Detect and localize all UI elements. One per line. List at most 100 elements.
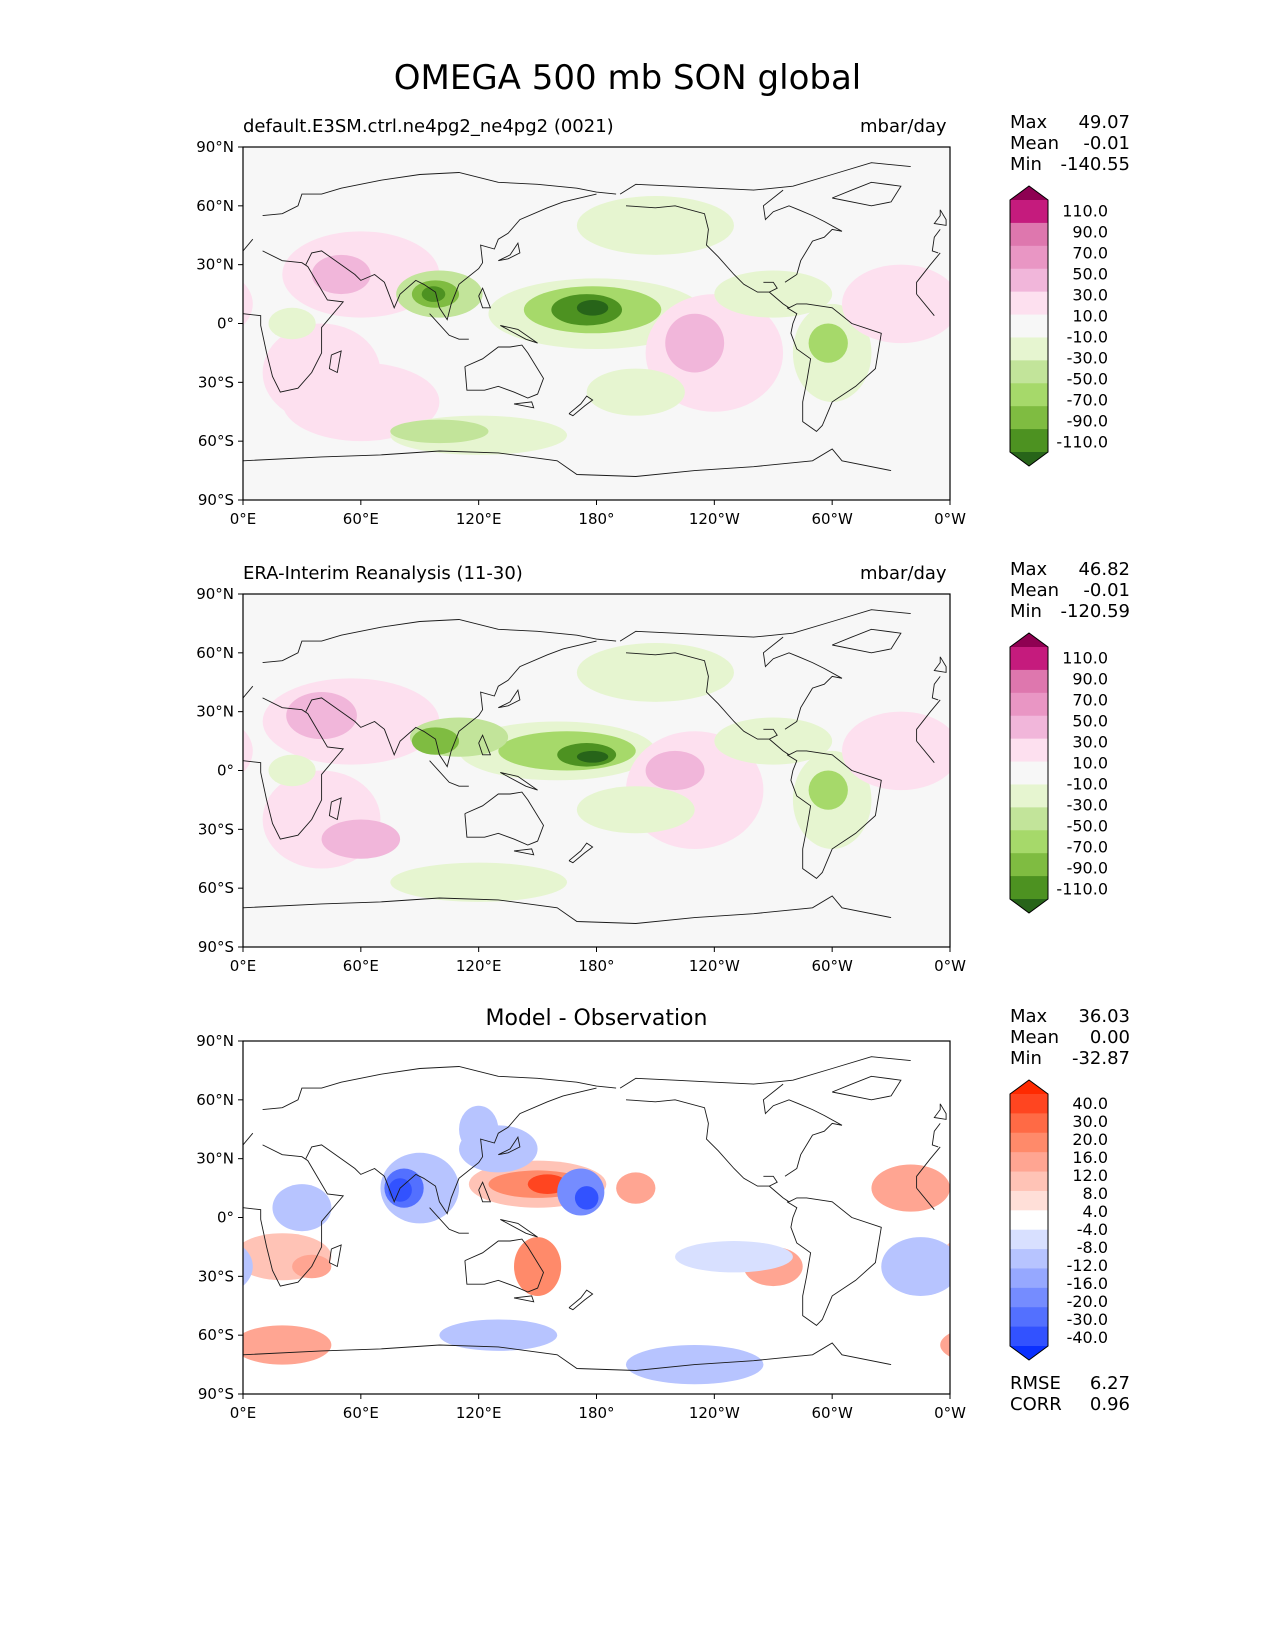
x-tick-label: 180° (578, 1404, 614, 1422)
coastline (500, 325, 538, 344)
colorbar-extend-top (1010, 186, 1048, 200)
colorbar-swatch (1010, 761, 1048, 785)
colorbar-swatch (1010, 1210, 1048, 1231)
colorbar-swatch (1010, 360, 1048, 384)
coastline (429, 313, 469, 340)
coastline (262, 619, 617, 664)
y-tick-label: 60°N (196, 197, 234, 215)
coastline (933, 656, 947, 673)
stat-mean-label: Mean (1010, 133, 1060, 154)
coastline (328, 797, 342, 821)
contour-region (272, 1184, 332, 1232)
stat-min-value: -32.87 (1071, 1048, 1130, 1069)
coastline (500, 1219, 538, 1238)
x-tick-label: 0°W (934, 510, 966, 528)
contour-region (576, 299, 609, 316)
x-tick-label: 0°E (230, 510, 257, 528)
colorbar-swatch (1010, 853, 1048, 877)
contour-region (527, 1174, 568, 1194)
coastline (243, 1342, 892, 1371)
colorbar-level-label: -110.0 (1056, 433, 1108, 452)
y-tick-label: 90°S (198, 491, 234, 509)
coastline (568, 1289, 594, 1311)
colorbar-level-label: 10.0 (1072, 307, 1108, 326)
stat-mean-label: Mean (1010, 1027, 1060, 1048)
contour-region (940, 1333, 950, 1357)
x-tick-label: 120°W (689, 957, 740, 975)
coastline (305, 1087, 597, 1215)
contour-region (576, 786, 695, 834)
contour-region (390, 862, 568, 902)
colorbar-swatch (1010, 1152, 1048, 1173)
colorbar-level-label: 4.0 (1083, 1202, 1108, 1221)
colorbar-level-label: -50.0 (1067, 817, 1108, 836)
coastline (478, 1181, 492, 1203)
contour-region (243, 1247, 253, 1286)
x-tick-label: 60°W (811, 510, 853, 528)
panel-units: mbar/day (860, 563, 947, 584)
coastline (243, 238, 254, 252)
colorbar-extend-bottom (1010, 1346, 1048, 1360)
x-tick-label: 60°E (343, 510, 379, 528)
colorbar-outline (1009, 632, 1049, 914)
contour-region (268, 307, 316, 340)
colorbar-swatch (1010, 876, 1048, 900)
colorbar-level-label: 110.0 (1062, 649, 1108, 668)
y-tick-label: 0° (217, 315, 234, 333)
x-tick-label: 120°W (689, 1404, 740, 1422)
colorbar-swatch (1010, 1326, 1048, 1347)
coastline (568, 842, 594, 864)
contour-region (439, 1319, 558, 1351)
contour-region (390, 419, 489, 444)
coastline (916, 1146, 941, 1189)
colorbar-swatch (1010, 314, 1048, 338)
x-tick-label: 0°W (934, 957, 966, 975)
colorbar-level-label: -70.0 (1067, 391, 1108, 410)
x-tick-label: 120°W (689, 510, 740, 528)
coastline (832, 1075, 902, 1101)
y-tick-label: 0° (217, 1209, 234, 1227)
coastline (916, 293, 935, 316)
coastline (933, 1103, 947, 1120)
colorbar-swatch (1010, 1132, 1048, 1153)
x-tick-label: 120°E (456, 1404, 502, 1422)
contour-region (243, 1325, 332, 1365)
stat-max-value: 49.07 (1078, 112, 1130, 133)
y-tick-label: 90°N (196, 585, 234, 603)
map-background (243, 1041, 950, 1394)
colorbar-swatch (1010, 647, 1048, 671)
colorbar-swatch (1010, 1190, 1048, 1211)
colorbar-swatch (1010, 429, 1048, 453)
coastline (916, 1187, 935, 1210)
coastline (464, 344, 544, 399)
stat-mean-value: -0.01 (1083, 133, 1130, 154)
x-tick-label: 0°E (230, 1404, 257, 1422)
colorbar-level-label: -16.0 (1067, 1274, 1108, 1293)
contour-region (842, 711, 950, 791)
contour-region (311, 254, 371, 295)
contour-region (459, 1105, 499, 1153)
stat-mean-value: 0.00 (1089, 1027, 1130, 1048)
panel-units: mbar/day (860, 116, 947, 137)
colorbar-level-label: 12.0 (1072, 1166, 1108, 1185)
map-plot: 0°E 60°E 120°E 180° 120°W 60°W 0°W 90°N 60°N 30°N… (196, 138, 1108, 528)
colorbar-outline (1009, 1079, 1049, 1361)
contour-region (881, 1237, 950, 1296)
coastline (305, 193, 597, 321)
y-tick-label: 90°N (196, 138, 234, 156)
colorbar-swatch (1010, 784, 1048, 808)
y-tick-label: 90°S (198, 938, 234, 956)
colorbar-swatch (1010, 669, 1048, 694)
colorbar-swatch (1010, 337, 1048, 361)
coastline (243, 1144, 345, 1287)
coastline (262, 172, 617, 217)
y-tick-label: 30°N (196, 703, 234, 721)
contour-region (842, 264, 950, 344)
coastline (931, 229, 941, 254)
contour-region (871, 1164, 950, 1212)
colorbar-level-label: -30.0 (1067, 1310, 1108, 1329)
contour-region (714, 270, 833, 318)
colorbar-level-label: -110.0 (1056, 880, 1108, 899)
contour-region (411, 727, 460, 755)
